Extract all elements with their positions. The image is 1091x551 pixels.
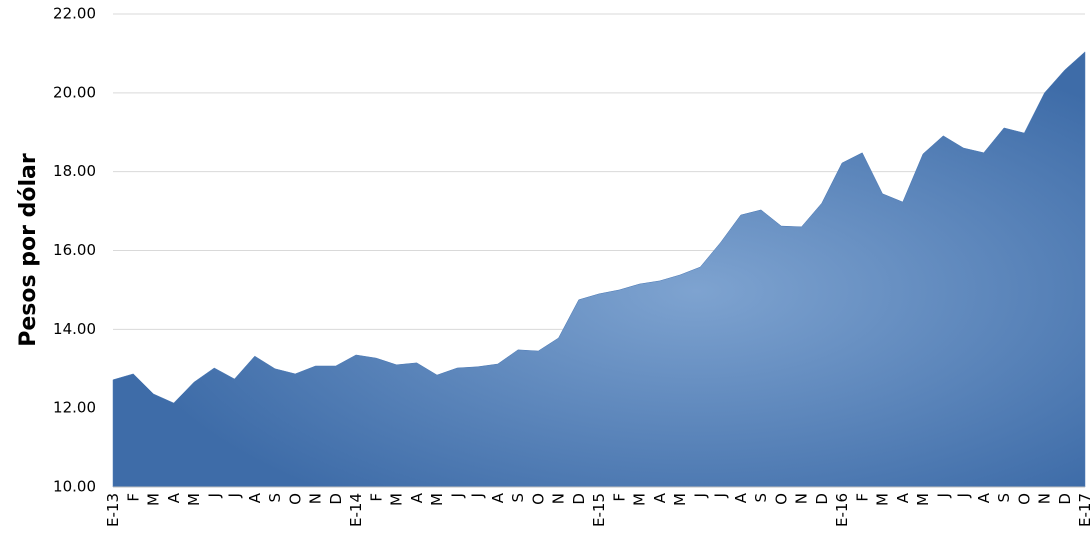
x-tick-label: A (651, 492, 669, 503)
x-tick-label: F (124, 493, 142, 502)
x-tick-label: J (955, 493, 973, 498)
x-tick-label: M (671, 493, 689, 506)
x-tick-label: A (246, 492, 264, 503)
x-tick-label: N (550, 493, 568, 504)
x-tick-label: J (712, 493, 730, 498)
x-tick-label: M (145, 493, 163, 506)
x-tick-label: E-13 (104, 493, 122, 527)
x-tick-label: M (388, 493, 406, 506)
x-tick-label: J (448, 493, 466, 498)
x-tick-label: F (853, 493, 871, 502)
x-tick-label: J (226, 493, 244, 498)
x-tick-label: M (874, 493, 892, 506)
y-tick-label: 18.00 (53, 162, 96, 180)
x-tick-label: D (813, 493, 831, 505)
y-tick-label: 10.00 (53, 478, 96, 496)
x-tick-label: M (185, 493, 203, 506)
x-tick-label: S (509, 493, 527, 503)
x-tick-label: E-16 (833, 493, 851, 527)
x-tick-label: M (428, 493, 446, 506)
y-tick-label: 20.00 (53, 83, 96, 101)
x-tick-label: N (1036, 493, 1054, 504)
x-tick-label: D (327, 493, 345, 505)
x-tick-label: J (934, 493, 952, 498)
x-tick-label: J (205, 493, 223, 498)
x-tick-label: S (752, 493, 770, 503)
area (112, 51, 1086, 488)
x-tick-label: N (307, 493, 325, 504)
x-tick-label: O (286, 493, 304, 505)
x-tick-label: J (691, 493, 709, 498)
x-tick-label: E-15 (590, 493, 608, 527)
y-axis-title: Pesos por dólar (16, 153, 41, 347)
x-tick-label: A (975, 492, 993, 503)
x-tick-label: D (570, 493, 588, 505)
x-tick-label: S (995, 493, 1013, 503)
x-tick-label: O (1015, 493, 1033, 505)
y-tick-label: 22.00 (53, 5, 96, 23)
x-tick-label: O (529, 493, 547, 505)
y-tick-label: 14.00 (53, 320, 96, 338)
x-tick-label: F (367, 493, 385, 502)
x-tick-label: F (610, 493, 628, 502)
x-tick-label: A (489, 492, 507, 503)
x-tick-label: A (894, 492, 912, 503)
x-tick-label: A (165, 492, 183, 503)
x-tick-label: A (732, 492, 750, 503)
x-tick-label: E-17 (1076, 493, 1091, 527)
x-tick-label: N (793, 493, 811, 504)
x-tick-label: M (631, 493, 649, 506)
y-tick-label: 16.00 (53, 241, 96, 259)
x-tick-label: O (772, 493, 790, 505)
y-tick-label: 12.00 (53, 399, 96, 417)
x-tick-label: M (914, 493, 932, 506)
x-tick-label: E-14 (347, 493, 365, 527)
x-tick-label: S (266, 493, 284, 503)
x-tick-label: A (408, 492, 426, 503)
x-tick-label: J (469, 493, 487, 498)
x-tick-label: D (1056, 493, 1074, 505)
